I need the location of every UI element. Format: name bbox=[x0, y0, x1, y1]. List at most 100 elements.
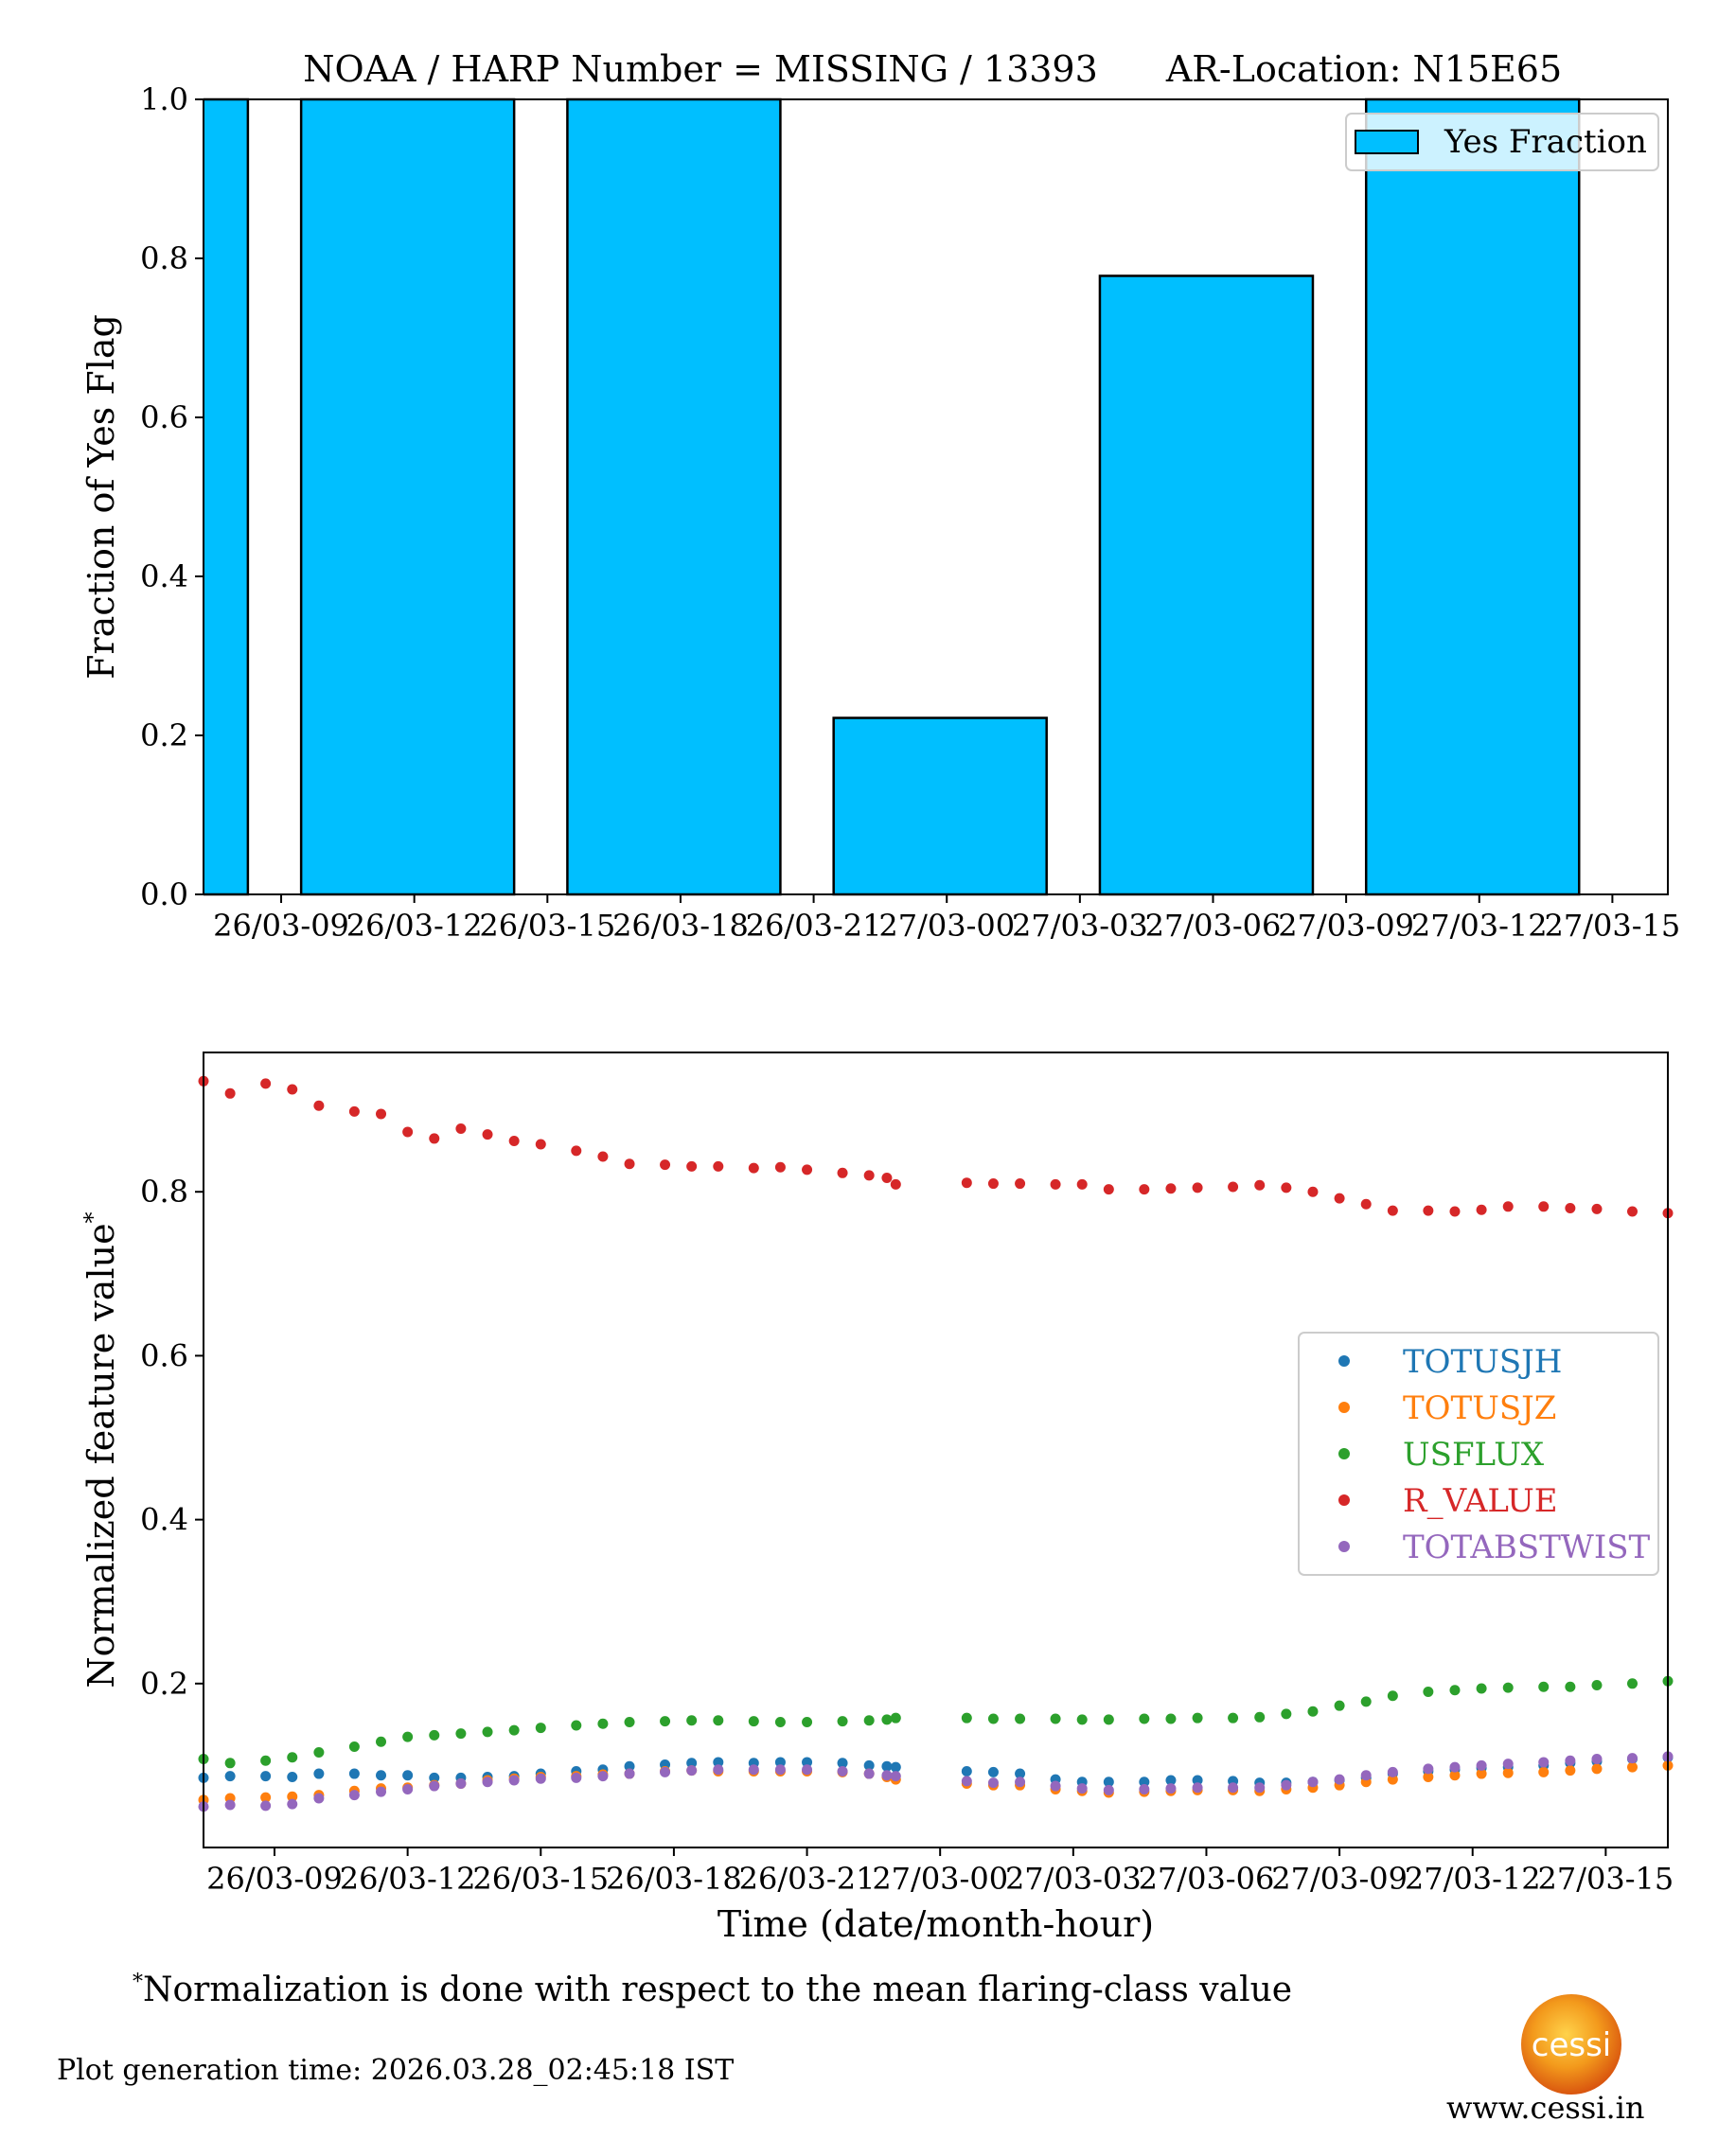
data-point bbox=[313, 1747, 325, 1759]
data-point bbox=[890, 1761, 901, 1773]
data-point bbox=[987, 1178, 999, 1190]
data-point bbox=[660, 1716, 671, 1727]
y-tick-label: 0.4 bbox=[140, 1502, 188, 1538]
bar-5 bbox=[1098, 274, 1315, 896]
data-point bbox=[890, 1178, 901, 1190]
data-point bbox=[1307, 1777, 1319, 1788]
data-point bbox=[837, 1167, 848, 1178]
data-point bbox=[1502, 1201, 1514, 1212]
data-point bbox=[774, 1717, 786, 1728]
data-point bbox=[1139, 1713, 1150, 1724]
data-point bbox=[686, 1160, 698, 1172]
data-point bbox=[1192, 1782, 1203, 1794]
data-point bbox=[713, 1764, 724, 1776]
data-point bbox=[287, 1791, 298, 1802]
data-point bbox=[802, 1757, 813, 1768]
data-point bbox=[1565, 1765, 1576, 1777]
note-marker: * bbox=[133, 1971, 143, 1994]
legend-box bbox=[1298, 1332, 1659, 1576]
data-point bbox=[508, 1724, 520, 1736]
data-point bbox=[1334, 1193, 1345, 1204]
data-point bbox=[402, 1770, 414, 1781]
data-point bbox=[1387, 1205, 1398, 1216]
data-point bbox=[1015, 1768, 1026, 1779]
data-point bbox=[624, 1768, 635, 1779]
data-point bbox=[1360, 1770, 1372, 1781]
bar-4 bbox=[832, 716, 1048, 896]
data-point bbox=[1103, 1784, 1114, 1795]
sun-icon bbox=[1521, 1994, 1621, 2095]
data-point bbox=[313, 1100, 325, 1111]
data-point bbox=[1281, 1708, 1292, 1720]
y-tick-label: 0.6 bbox=[140, 1337, 188, 1373]
note-text: Normalization is done with respect to th… bbox=[143, 1971, 1293, 2009]
chart-title-right: AR-Location: N15E65 bbox=[1165, 48, 1562, 90]
data-point bbox=[1423, 1772, 1434, 1783]
data-point bbox=[482, 1726, 493, 1738]
data-point bbox=[1015, 1178, 1026, 1190]
data-point bbox=[1360, 1696, 1372, 1707]
cessi-logo[interactable]: cessi bbox=[1521, 1994, 1621, 2095]
data-point bbox=[1050, 1178, 1061, 1190]
data-point bbox=[890, 1712, 901, 1724]
y-tick-label: 0.6 bbox=[140, 399, 188, 435]
data-point bbox=[1449, 1685, 1461, 1696]
data-point bbox=[402, 1731, 414, 1742]
series-totabstwist bbox=[198, 1751, 1674, 1812]
data-point bbox=[1502, 1767, 1514, 1778]
data-point bbox=[774, 1161, 786, 1173]
data-point bbox=[686, 1758, 698, 1769]
y-axis-label: Normalized feature value* bbox=[80, 1211, 122, 1688]
data-point bbox=[571, 1720, 582, 1731]
data-point bbox=[1228, 1712, 1239, 1724]
x-tick-label: 26/03-09 bbox=[206, 1861, 343, 1897]
top-plot-frame bbox=[203, 98, 1669, 895]
data-point bbox=[348, 1768, 360, 1779]
data-point bbox=[1476, 1204, 1487, 1215]
data-point bbox=[376, 1770, 387, 1781]
data-point bbox=[429, 1772, 440, 1783]
website-link[interactable]: www.cessi.in bbox=[1446, 2090, 1645, 2126]
data-point bbox=[713, 1757, 724, 1768]
data-point bbox=[429, 1133, 440, 1144]
data-point bbox=[1626, 1761, 1638, 1773]
legend-swatch bbox=[1355, 130, 1419, 154]
data-point bbox=[597, 1151, 609, 1162]
data-point bbox=[1254, 1782, 1266, 1794]
data-point bbox=[1476, 1768, 1487, 1779]
data-point bbox=[348, 1790, 360, 1801]
data-point bbox=[837, 1765, 848, 1777]
data-point bbox=[802, 1764, 813, 1776]
data-point bbox=[1476, 1759, 1487, 1771]
x-tick-label: 26/03-12 bbox=[346, 908, 483, 944]
data-point bbox=[1591, 1753, 1603, 1764]
data-point bbox=[1228, 1782, 1239, 1794]
data-point bbox=[1626, 1678, 1638, 1689]
data-point bbox=[1538, 1681, 1550, 1692]
data-point bbox=[1565, 1681, 1576, 1692]
data-point bbox=[1476, 1683, 1487, 1694]
bar-2 bbox=[299, 97, 516, 896]
data-point bbox=[1334, 1700, 1345, 1711]
y-tick-label: 0.8 bbox=[140, 1174, 188, 1210]
data-point bbox=[1565, 1755, 1576, 1766]
data-point bbox=[987, 1777, 999, 1789]
data-point bbox=[624, 1760, 635, 1772]
data-point bbox=[1165, 1713, 1177, 1724]
data-point bbox=[597, 1718, 609, 1729]
data-point bbox=[1228, 1181, 1239, 1193]
x-tick-label: 26/03-21 bbox=[739, 1861, 876, 1897]
data-point bbox=[624, 1717, 635, 1728]
data-point bbox=[1387, 1690, 1398, 1702]
data-point bbox=[1538, 1766, 1550, 1777]
data-point bbox=[802, 1164, 813, 1176]
data-point bbox=[376, 1786, 387, 1797]
x-tick-label: 26/03-09 bbox=[213, 908, 349, 944]
data-point bbox=[686, 1765, 698, 1777]
data-point bbox=[1423, 1686, 1434, 1697]
data-point bbox=[1050, 1780, 1061, 1792]
data-point bbox=[1591, 1763, 1603, 1775]
data-point bbox=[1192, 1182, 1203, 1193]
y-tick-label: 0.0 bbox=[140, 876, 188, 912]
data-point bbox=[1015, 1777, 1026, 1788]
